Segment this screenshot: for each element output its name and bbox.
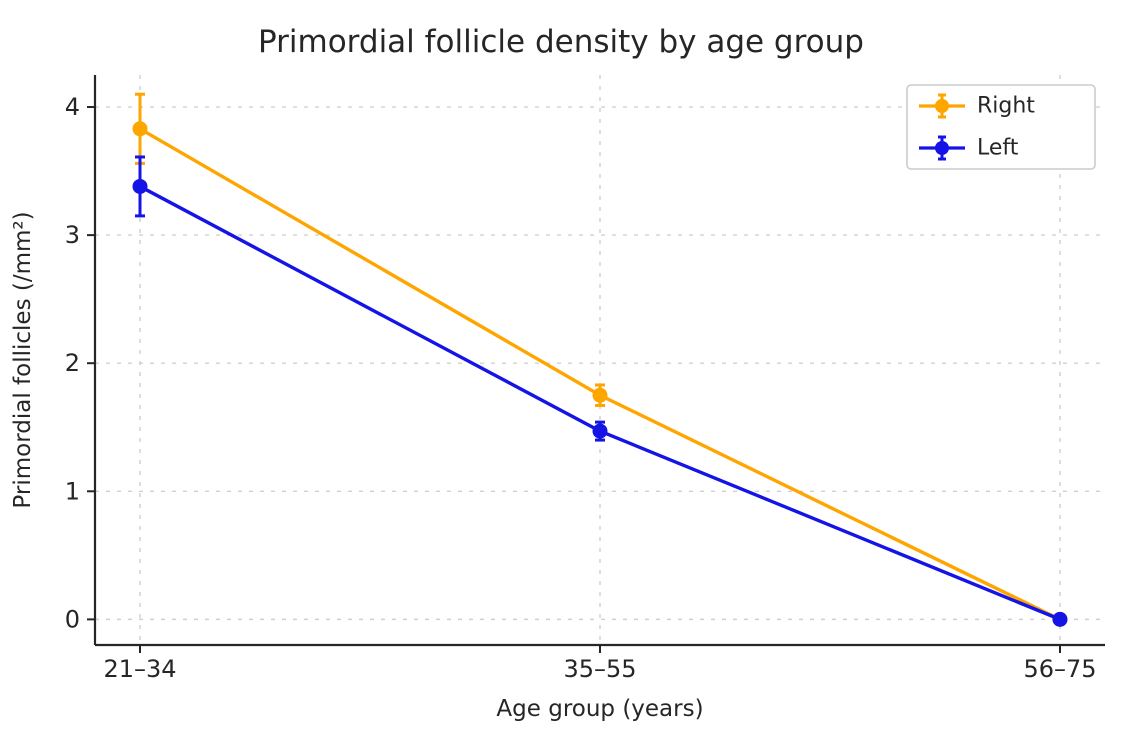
x-tick-label: 21–34: [103, 655, 176, 683]
legend-label: Left: [977, 136, 1019, 161]
data-point-marker: [1052, 611, 1068, 627]
legend-label: Right: [977, 94, 1035, 119]
y-tick-label: 3: [65, 221, 80, 249]
y-tick-label: 2: [65, 349, 80, 377]
x-tick-label: 56–75: [1023, 655, 1096, 683]
data-point-marker: [132, 178, 148, 194]
legend-marker-sample: [935, 99, 949, 113]
chart-title: Primordial follicle density by age group: [258, 24, 864, 60]
legend: Right Left: [906, 84, 1096, 170]
plot-area: 0 1 2 3 4 21–34 35–55 56–75 Right Left: [65, 75, 1105, 683]
gridlines: [95, 75, 1105, 645]
data-point-marker: [592, 423, 608, 439]
legend-entry: Right: [919, 93, 1035, 119]
data-point-marker: [592, 387, 608, 403]
y-tick-label: 0: [65, 605, 80, 633]
y-tick-label: 1: [65, 477, 80, 505]
series-left: [132, 155, 1068, 627]
axis-ticks: 0 1 2 3 4 21–34 35–55 56–75: [65, 93, 1097, 683]
y-axis-label: Primordial follicles (/mm²): [10, 211, 36, 508]
y-tick-label: 4: [65, 93, 80, 121]
data-point-marker: [132, 121, 148, 137]
x-tick-label: 35–55: [563, 655, 636, 683]
legend-entry: Left: [919, 135, 1019, 161]
x-axis-label: Age group (years): [496, 696, 703, 722]
legend-marker-sample: [935, 141, 949, 155]
